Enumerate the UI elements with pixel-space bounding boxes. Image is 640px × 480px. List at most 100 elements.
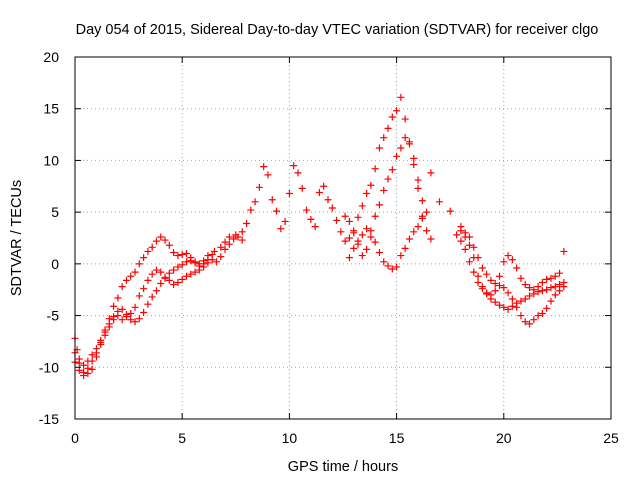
data-point-plus xyxy=(333,216,341,224)
data-point-plus xyxy=(556,281,564,289)
data-point-plus xyxy=(345,254,353,262)
x-tick-label: 20 xyxy=(496,430,512,446)
data-point-plus xyxy=(560,283,568,291)
data-point-plus xyxy=(508,295,516,303)
data-point-plus xyxy=(290,162,298,170)
y-tick-label: 5 xyxy=(51,204,59,220)
data-point-plus xyxy=(551,283,559,291)
data-point-plus xyxy=(277,225,285,233)
data-point-plus xyxy=(157,280,165,288)
plot-frame xyxy=(74,56,612,420)
data-point-plus xyxy=(204,256,212,264)
chart-title: Day 054 of 2015, Sidereal Day-to-day VTE… xyxy=(76,22,599,38)
data-point-plus xyxy=(127,316,135,324)
data-point-plus xyxy=(487,295,495,303)
data-point-plus xyxy=(131,268,139,276)
data-point-plus xyxy=(307,215,315,223)
data-point-plus xyxy=(122,311,130,319)
y-tick-label: 20 xyxy=(43,49,59,65)
data-markers xyxy=(71,93,568,380)
data-point-plus xyxy=(418,197,426,205)
data-point-plus xyxy=(273,207,281,215)
data-point-plus xyxy=(414,176,422,184)
data-point-plus xyxy=(230,235,238,243)
y-tick-label: 10 xyxy=(43,152,59,168)
data-point-plus xyxy=(264,171,272,179)
data-point-plus xyxy=(213,258,221,266)
data-point-plus xyxy=(140,308,148,316)
data-point-plus xyxy=(401,244,409,252)
data-point-plus xyxy=(118,316,126,324)
data-point-plus xyxy=(517,312,525,320)
data-point-plus xyxy=(247,206,255,214)
data-point-plus xyxy=(140,254,148,262)
data-point-plus xyxy=(526,284,534,292)
data-point-plus xyxy=(191,268,199,276)
data-point-plus xyxy=(182,258,190,266)
data-point-plus xyxy=(521,295,529,303)
data-point-plus xyxy=(101,328,109,336)
data-point-plus xyxy=(217,243,225,251)
data-point-plus xyxy=(182,272,190,280)
data-point-plus xyxy=(397,144,405,152)
data-point-plus xyxy=(187,257,195,265)
data-point-plus xyxy=(178,275,186,283)
y-tick-label: -10 xyxy=(39,359,59,375)
data-point-plus xyxy=(144,276,152,284)
data-point-plus xyxy=(465,241,473,249)
data-point-plus xyxy=(371,165,379,173)
data-point-plus xyxy=(375,144,383,152)
data-point-plus xyxy=(500,303,508,311)
axis-ticks xyxy=(74,56,612,420)
gridlines xyxy=(75,57,611,419)
data-point-plus xyxy=(161,273,169,281)
data-point-plus xyxy=(543,275,551,283)
data-point-plus xyxy=(225,233,233,241)
data-point-plus xyxy=(341,237,349,245)
data-point-plus xyxy=(182,250,190,258)
data-point-plus xyxy=(170,248,178,256)
y-axis-label: SDTVAR / TECUs xyxy=(9,180,25,296)
data-point-plus xyxy=(221,238,229,246)
data-point-plus xyxy=(367,227,375,235)
data-point-plus xyxy=(371,212,379,220)
data-point-plus xyxy=(384,124,392,132)
data-point-plus xyxy=(148,243,156,251)
data-point-plus xyxy=(487,276,495,284)
data-point-plus xyxy=(165,276,173,284)
data-point-plus xyxy=(174,278,182,286)
data-point-plus xyxy=(354,213,362,221)
data-point-plus xyxy=(131,303,139,311)
data-point-plus xyxy=(255,183,263,191)
data-point-plus xyxy=(517,274,525,282)
data-point-plus xyxy=(397,93,405,101)
x-tick-label: 5 xyxy=(178,430,186,446)
data-point-plus xyxy=(556,287,564,295)
data-point-plus xyxy=(238,236,246,244)
data-point-plus xyxy=(521,281,529,289)
data-point-plus xyxy=(195,262,203,270)
data-point-plus xyxy=(427,169,435,177)
data-point-plus xyxy=(118,283,126,291)
data-point-plus xyxy=(547,297,555,305)
data-point-plus xyxy=(538,310,546,318)
data-point-plus xyxy=(380,258,388,266)
data-point-plus xyxy=(281,217,289,225)
data-point-plus xyxy=(410,161,418,169)
data-point-plus xyxy=(470,243,478,251)
data-point-plus xyxy=(388,166,396,174)
data-point-plus xyxy=(530,316,538,324)
data-point-plus xyxy=(354,240,362,248)
data-point-plus xyxy=(350,229,358,237)
data-point-plus xyxy=(97,336,105,344)
data-point-plus xyxy=(358,231,366,239)
y-tick-label: 15 xyxy=(43,101,59,117)
x-tick-label: 15 xyxy=(389,430,405,446)
data-point-plus xyxy=(401,134,409,142)
data-point-plus xyxy=(285,190,293,198)
x-tick-label: 0 xyxy=(71,430,79,446)
data-point-plus xyxy=(423,208,431,216)
data-point-plus xyxy=(238,228,246,236)
data-point-plus xyxy=(393,152,401,160)
